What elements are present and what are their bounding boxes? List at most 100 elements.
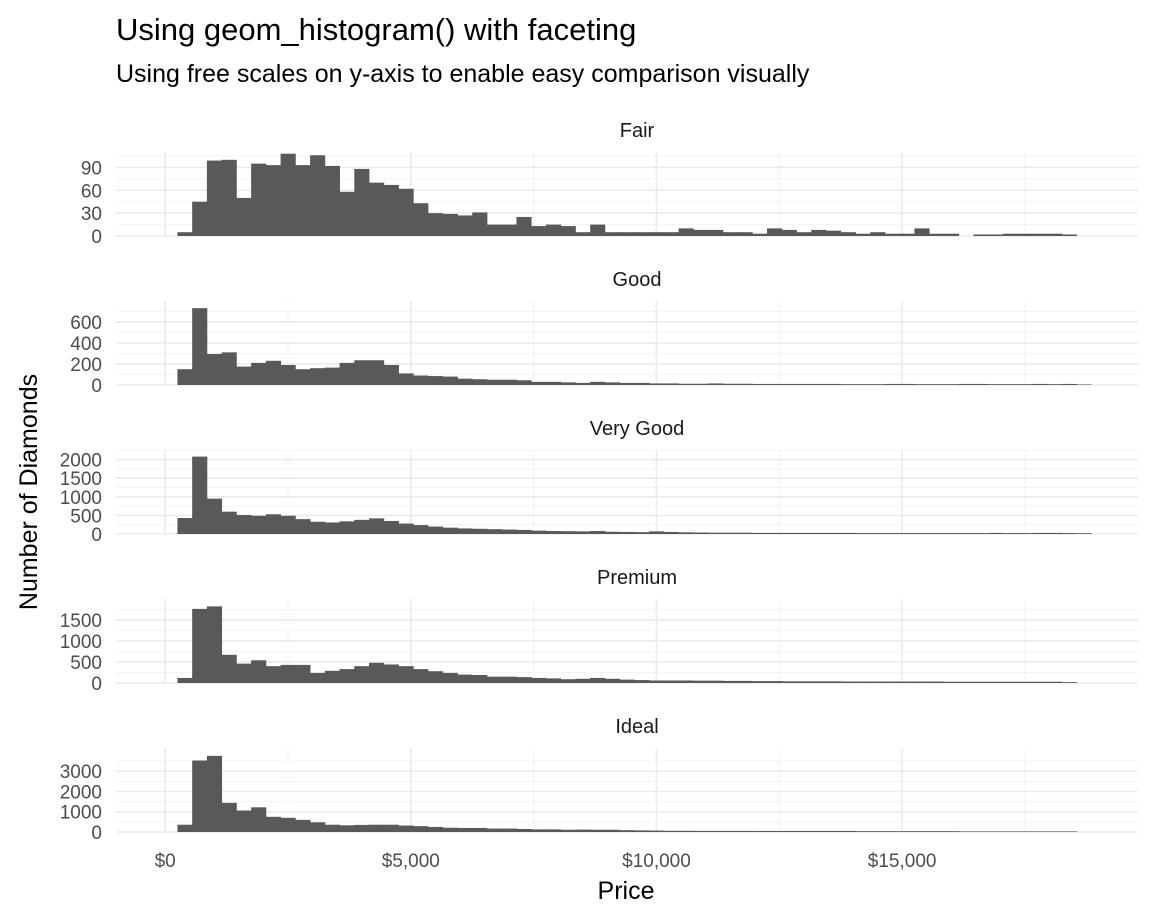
histogram-bar xyxy=(1076,384,1092,385)
x-axis: $0 $5,000 $10,000 $15,000 xyxy=(155,851,937,872)
histogram-bar xyxy=(206,606,223,683)
histogram-bar xyxy=(324,824,340,832)
histogram-bar xyxy=(973,383,989,385)
y-tick-label: 1500 xyxy=(60,611,102,632)
histogram-bar xyxy=(870,681,886,683)
histogram-bar xyxy=(177,518,193,534)
histogram-bar xyxy=(796,232,812,236)
y-tick-label: 0 xyxy=(91,525,102,546)
histogram-bar xyxy=(663,232,679,236)
histogram-bar xyxy=(840,232,856,236)
histogram-bar xyxy=(339,669,355,683)
histogram-bar xyxy=(855,384,871,385)
histogram-bar xyxy=(192,456,208,534)
histogram-bar xyxy=(192,760,208,832)
histogram-bar xyxy=(855,533,871,534)
histogram-bar xyxy=(973,533,989,534)
histogram-bar xyxy=(604,382,621,385)
histogram-bar xyxy=(236,663,252,683)
histogram-bar xyxy=(324,670,340,683)
histogram-bar xyxy=(870,232,886,236)
histogram-bar xyxy=(1061,682,1077,683)
histogram-bar xyxy=(310,521,326,534)
histogram-bar xyxy=(752,233,768,236)
histogram-bar xyxy=(324,165,340,236)
histogram-bar xyxy=(914,681,930,683)
y-tick-label: 2000 xyxy=(60,782,102,803)
facet-strip-label: Premium xyxy=(597,567,677,589)
histogram-bar xyxy=(619,531,635,534)
y-axis-title: Number of Diamonds xyxy=(15,374,43,610)
histogram-bar xyxy=(870,384,886,385)
histogram-bar xyxy=(1032,233,1048,236)
histogram-bar xyxy=(678,383,694,385)
histogram-bar xyxy=(781,830,797,832)
histogram-bar xyxy=(619,232,635,236)
histogram-bar xyxy=(295,519,311,534)
histogram-bar xyxy=(929,384,945,385)
histogram-bar xyxy=(604,678,621,683)
histogram-bar xyxy=(383,664,399,683)
histogram-bar xyxy=(531,677,547,683)
histogram-bar xyxy=(1061,831,1077,832)
histogram-bar xyxy=(678,228,694,236)
histogram-bar xyxy=(958,533,974,534)
histogram-bar xyxy=(339,362,355,385)
histogram-bar xyxy=(663,531,679,534)
histogram-bar xyxy=(575,232,591,236)
y-tick-label: 0 xyxy=(91,376,102,397)
histogram-bar xyxy=(354,360,370,385)
histogram-bar xyxy=(531,381,547,385)
y-tick-label: 500 xyxy=(70,653,102,674)
histogram-bar xyxy=(413,375,429,385)
histogram-bar xyxy=(825,383,842,385)
histogram-bar xyxy=(501,529,517,534)
histogram-bar xyxy=(708,532,724,534)
histogram-bar xyxy=(295,369,311,385)
histogram-bar xyxy=(943,533,960,534)
x-tick-label: $5,000 xyxy=(382,851,440,872)
histogram-bar xyxy=(619,382,635,385)
histogram-bar xyxy=(590,829,606,832)
histogram-bar xyxy=(663,383,679,385)
histogram-bar xyxy=(472,379,488,385)
histogram-bar xyxy=(310,368,326,385)
histogram-bar xyxy=(1047,532,1063,534)
histogram-bar xyxy=(1032,681,1048,683)
histogram-bar xyxy=(1017,233,1033,236)
histogram-bar xyxy=(457,674,473,683)
histogram-bar xyxy=(545,381,562,385)
histogram-bar xyxy=(649,232,665,236)
histogram-bar xyxy=(752,681,768,683)
histogram-bar xyxy=(560,829,576,832)
histogram-bar xyxy=(840,532,856,534)
histogram-bar xyxy=(737,383,753,385)
histogram-bar xyxy=(369,182,385,236)
histogram-bar xyxy=(958,681,974,683)
histogram-bar xyxy=(442,672,458,683)
histogram-bar xyxy=(1017,533,1033,534)
histogram-bar xyxy=(413,525,429,534)
histogram-bar xyxy=(545,678,562,683)
histogram-bar xyxy=(663,680,679,683)
histogram-bar xyxy=(221,654,237,683)
histogram-bar xyxy=(472,528,488,534)
histogram-bar xyxy=(781,532,797,534)
histogram-bar xyxy=(1061,234,1077,236)
facet-strip-label: Fair xyxy=(620,120,655,142)
histogram-bar xyxy=(988,681,1004,683)
histogram-bar xyxy=(767,830,783,832)
histogram-bar xyxy=(693,383,709,385)
histogram-bar xyxy=(825,830,842,832)
histogram-bar xyxy=(781,681,797,683)
histogram-bar xyxy=(339,521,355,534)
histogram-bar xyxy=(619,830,635,832)
histogram-bar xyxy=(767,681,783,683)
histogram-bar xyxy=(811,681,827,683)
histogram-bar xyxy=(1002,831,1019,832)
histogram-bar xyxy=(929,233,945,236)
histogram-bar xyxy=(840,681,856,683)
histogram-bar xyxy=(855,831,871,832)
